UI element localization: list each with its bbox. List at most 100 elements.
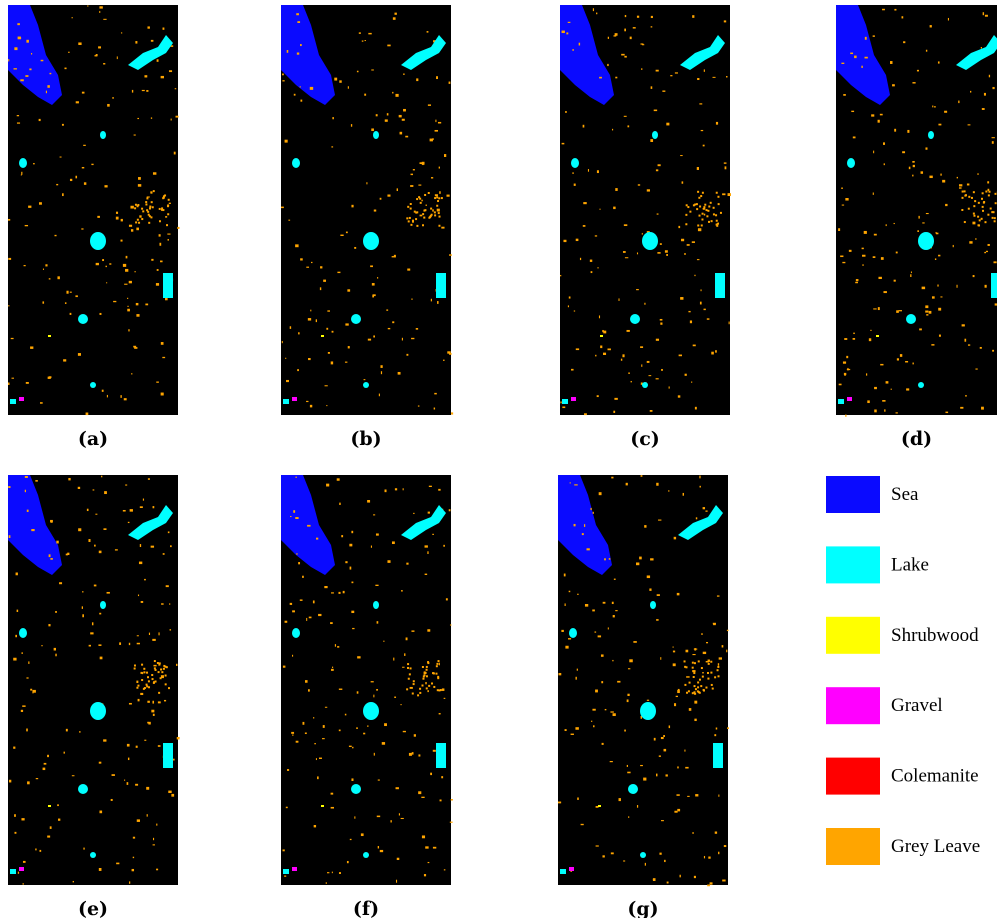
grey-leave-speck	[143, 668, 145, 670]
grey-leave-speck	[925, 311, 928, 313]
grey-leave-speck	[657, 594, 660, 596]
grey-leave-speck	[610, 761, 613, 762]
grey-leave-speck	[316, 319, 317, 322]
grey-leave-speck	[140, 672, 142, 674]
lake-region	[19, 158, 27, 168]
grey-leave-speck	[906, 388, 909, 390]
grey-leave-speck	[597, 170, 599, 173]
grey-leave-speck	[11, 378, 14, 379]
grey-leave-speck	[285, 621, 288, 623]
shrubwood-speck	[600, 335, 603, 337]
grey-leave-speck	[711, 352, 714, 355]
grey-leave-speck	[72, 775, 75, 776]
grey-leave-speck	[726, 650, 727, 653]
grey-leave-speck	[669, 386, 670, 388]
grey-leave-speck	[437, 689, 439, 691]
grey-leave-speck	[14, 814, 16, 817]
grey-leave-speck	[413, 169, 415, 170]
grey-leave-speck	[367, 725, 368, 726]
grey-leave-speck	[362, 40, 364, 41]
grey-leave-speck	[873, 35, 875, 36]
grey-leave-speck	[112, 97, 114, 98]
grey-leave-speck	[300, 258, 303, 260]
grey-leave-speck	[847, 368, 848, 371]
grey-leave-speck	[613, 207, 615, 209]
grey-leave-speck	[378, 846, 379, 848]
grey-leave-speck	[127, 309, 130, 312]
legend-label: Lake	[891, 554, 929, 575]
grey-leave-speck	[692, 832, 693, 834]
grey-leave-speck	[613, 615, 615, 617]
grey-leave-speck	[331, 793, 334, 795]
grey-leave-speck	[676, 696, 678, 697]
grey-leave-speck	[394, 13, 396, 15]
grey-leave-speck	[138, 177, 141, 180]
grey-leave-speck	[636, 562, 639, 565]
grey-leave-speck	[660, 657, 661, 660]
grey-leave-speck	[698, 660, 700, 662]
grey-leave-speck	[50, 520, 52, 522]
grey-leave-speck	[673, 651, 675, 653]
grey-leave-speck	[574, 524, 576, 526]
grey-leave-speck	[698, 197, 700, 199]
grey-leave-speck	[576, 239, 579, 241]
grey-leave-speck	[153, 172, 156, 174]
grey-leave-speck	[684, 750, 685, 752]
grey-leave-speck	[910, 274, 911, 277]
grey-leave-speck	[441, 776, 443, 778]
grey-leave-speck	[147, 701, 149, 703]
grey-leave-speck	[451, 412, 453, 414]
grey-leave-speck	[689, 682, 691, 684]
grey-leave-speck	[583, 202, 586, 204]
grey-leave-speck	[87, 5, 88, 6]
grey-leave-speck	[387, 195, 390, 197]
grey-leave-speck	[136, 314, 139, 317]
grey-leave-speck	[103, 19, 106, 20]
grey-leave-speck	[440, 799, 442, 801]
grey-leave-speck	[11, 338, 14, 339]
grey-leave-speck	[699, 476, 700, 479]
grey-leave-speck	[161, 342, 164, 345]
grey-leave-speck	[441, 227, 444, 229]
grey-leave-speck	[642, 233, 643, 235]
grey-leave-speck	[62, 124, 64, 126]
grey-leave-speck	[332, 872, 333, 874]
grey-leave-speck	[400, 132, 403, 135]
grey-leave-speck	[131, 373, 132, 374]
grey-leave-speck	[563, 240, 566, 242]
grey-leave-speck	[939, 335, 941, 337]
grey-leave-speck	[992, 87, 994, 89]
grey-leave-speck	[900, 354, 902, 357]
grey-leave-speck	[387, 560, 390, 563]
grey-leave-speck	[327, 310, 330, 311]
grey-leave-speck	[354, 816, 355, 818]
grey-leave-speck	[18, 872, 19, 874]
grey-leave-speck	[568, 22, 571, 23]
lake-region	[363, 702, 379, 720]
grey-leave-speck	[368, 339, 371, 341]
grey-leave-speck	[647, 700, 649, 701]
grey-leave-speck	[878, 277, 881, 279]
grey-leave-speck	[692, 670, 695, 672]
grey-leave-speck	[75, 295, 77, 297]
grey-leave-speck	[886, 224, 887, 226]
grey-leave-speck	[135, 271, 136, 272]
grey-leave-speck	[660, 319, 663, 321]
grey-leave-speck	[681, 239, 684, 241]
grey-leave-speck	[684, 660, 686, 662]
lake-region	[10, 869, 16, 874]
grey-leave-speck	[628, 668, 630, 669]
grey-leave-speck	[968, 208, 970, 210]
grey-leave-speck	[562, 143, 565, 145]
grey-leave-speck	[639, 557, 642, 560]
grey-leave-speck	[865, 57, 868, 59]
grey-leave-speck	[429, 216, 431, 218]
grey-leave-speck	[685, 223, 687, 225]
grey-leave-speck	[406, 217, 408, 219]
grey-leave-speck	[371, 69, 374, 70]
grey-leave-speck	[977, 224, 979, 226]
grey-leave-speck	[433, 686, 435, 688]
grey-leave-speck	[934, 106, 936, 107]
grey-leave-speck	[873, 308, 876, 309]
grey-leave-speck	[394, 697, 396, 698]
